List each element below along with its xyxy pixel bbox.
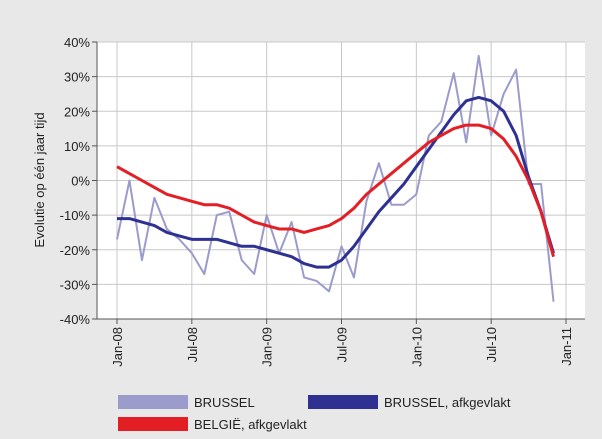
- data-line: [117, 95, 555, 269]
- x-tick-label: Jan-09: [260, 327, 275, 367]
- legend-swatch: [118, 417, 188, 431]
- y-axis-label: Evolutie op één jaar tijd: [32, 112, 47, 247]
- y-tick-label: -30%: [60, 277, 91, 292]
- x-tick-label: Jan-10: [409, 327, 424, 367]
- legend-swatch: [118, 395, 188, 409]
- legend-swatch: [308, 395, 378, 409]
- y-tick-label: 40%: [64, 35, 90, 50]
- x-tick-label: Jul-08: [185, 327, 200, 362]
- y-tick-label: -20%: [60, 243, 91, 258]
- x-tick-label: Jul-09: [335, 327, 350, 362]
- x-tick-label: Jul-10: [484, 327, 499, 362]
- y-tick-label: 30%: [64, 70, 90, 85]
- y-tick-label: 20%: [64, 104, 90, 119]
- y-tick-label: -40%: [60, 312, 91, 327]
- y-tick-label: 0%: [71, 174, 90, 189]
- legend-label: BRUSSEL, afkgevlakt: [384, 395, 511, 410]
- y-tick-label: -10%: [60, 208, 91, 223]
- legend-label: BELGIË, afkgevlakt: [194, 417, 307, 432]
- x-tick-label: Jan-08: [110, 327, 125, 367]
- data-line: [116, 54, 555, 302]
- data-line: [116, 123, 555, 258]
- y-tick-label: 10%: [64, 139, 90, 154]
- x-tick-label: Jan-11: [559, 327, 574, 366]
- legend-label: BRUSSEL: [194, 395, 255, 410]
